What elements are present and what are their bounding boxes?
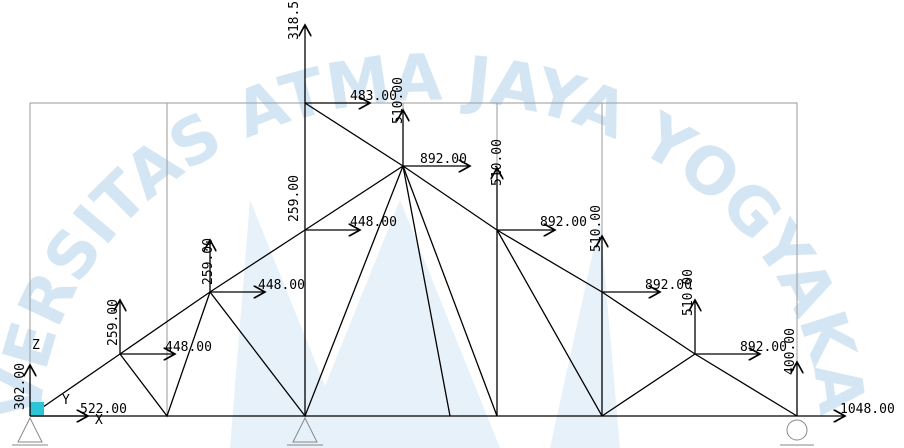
load-label: 892.00	[420, 152, 467, 167]
axis-label: X	[95, 413, 103, 428]
origin-marker	[30, 402, 44, 416]
supports	[12, 416, 814, 446]
load-label: 510.00	[391, 77, 406, 124]
load-label: 259.00	[106, 299, 121, 346]
load-label: 448.00	[350, 215, 397, 230]
load-label: 1048.00	[840, 402, 895, 417]
load-label: 448.00	[258, 278, 305, 293]
load-label: 448.00	[165, 340, 212, 355]
load-label: 483.00	[350, 89, 397, 104]
load-label: 892.00	[645, 278, 692, 293]
load-label: 400.00	[783, 328, 798, 375]
axes-triad: Z Y X	[32, 338, 103, 428]
axis-label: Y	[62, 393, 70, 408]
load-label: 510.00	[490, 139, 505, 186]
load-label: 892.00	[740, 340, 787, 355]
watermark: UNIVERSITAS ATMA JAYA YOGYAKARTA	[0, 0, 878, 448]
load-label: 318.50	[287, 0, 302, 40]
load-label: 510.00	[589, 205, 604, 252]
load-label: 259.00	[201, 238, 216, 285]
load-labels: 318.50 483.00 510.00 892.00 510.00 892.0…	[13, 0, 895, 417]
load-label: 522.00	[80, 402, 127, 417]
load-label: 892.00	[540, 215, 587, 230]
load-label: 510.00	[681, 269, 696, 316]
load-label: 259.00	[287, 175, 302, 222]
loads	[30, 25, 845, 416]
axis-label: Z	[32, 338, 40, 353]
load-label: 302.00	[13, 363, 28, 410]
